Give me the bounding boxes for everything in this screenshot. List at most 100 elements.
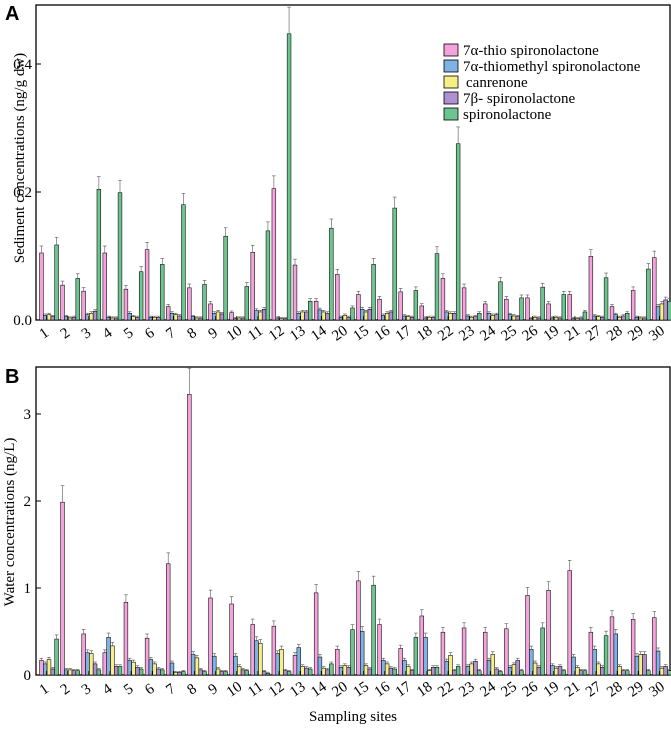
panel-a-xtick-label-13: 13 [287,323,308,345]
panel-b-bar-4-s1 [106,637,111,676]
legend-item-canrenone: canrenone [443,75,528,91]
panel-a-bar-20-s3 [346,317,351,321]
panel-a-bar-11-s2 [258,311,263,321]
panel-b-bar-3-s3 [92,663,98,676]
panel-b-bar-17-s2 [406,666,411,676]
panel-a-bar-10-s0 [229,312,234,321]
panel-a-xtick-label-4: 4 [100,325,116,343]
panel-b-xtick-label-2: 2 [58,681,73,698]
panel-a-bar-13-s3 [304,311,309,321]
legend-label-7a-thio: 7α-thio spironolactone [463,43,599,59]
panel-a-bar-7-s2 [173,314,178,321]
panel-b-bar-2-s2 [67,669,73,676]
panel-b-bar-9-s0 [208,597,213,676]
panel-a-bar-20-s0 [335,274,340,321]
panel-b-bar-23-s3 [473,661,478,676]
panel-a-bar-15-s3 [367,309,372,321]
panel-b-bar-27-s4 [603,635,609,676]
panel-b-plot-frame [35,366,671,676]
panel-a-bar-27-s4 [603,277,609,321]
panel-b-bar-14-s0 [313,592,319,676]
panel-b-bar-18-s3 [431,667,436,676]
legend-label-canrenone: canrenone [466,75,528,91]
panel-a-xtick-label-22: 22 [435,323,456,345]
panel-a-bar-27-s3 [600,317,605,321]
panel-b-bar-20-s3 [346,667,351,676]
panel-b-bar-25-s3 [515,660,520,676]
panel-a-bar-18-s2 [427,317,432,321]
panel-a-bar-17-s3 [409,317,415,321]
panel-a-xtick-label-23: 23 [456,323,477,345]
panel-a-bar-23-s0 [461,287,467,321]
panel-a-bar-6-s4 [160,264,165,321]
panel-b-bar-21-s0 [567,570,572,676]
panel-b-bar-22-s3 [452,670,457,676]
panel-a-bar-18-s0 [419,305,424,321]
panel-a-bar-3-s3 [92,311,98,321]
panel-b-bar-26-s3 [536,667,542,676]
panel-b-bar-13-s2 [300,666,305,676]
panel-b-bar-26-s4 [540,627,545,676]
panel-b-xtick-label-28: 28 [604,679,625,701]
panel-b-bar-12-s3 [283,670,288,676]
panel-a-xtick-label-25: 25 [498,323,519,345]
panel-a-bar-24-s3 [494,314,499,321]
panel-a-xtick-label-19: 19 [541,323,562,345]
panel-a-xtick-label-2: 2 [58,325,73,342]
panel-a-y-axis-label: Sediment concentrations (ng/g dw) [12,53,28,263]
panel-b-bar-7-s2 [173,672,178,676]
panel-a-bar-4-s4 [117,192,123,321]
panel-a-bar-1-s3 [50,316,55,321]
panel-a-bar-18-s3 [431,317,436,321]
panel-b-bar-13-s4 [308,668,313,676]
panel-b-xtick-label-14: 14 [308,679,330,701]
panel-b-bar-30-s3 [663,666,668,676]
panel-b-bar-13-s0 [292,655,298,676]
panel-a-bar-17-s4 [413,290,419,321]
panel-b-bar-24-s3 [494,668,499,676]
panel-b-bar-29-s0 [630,619,636,676]
panel-a-y-ticks: 0.0 0.2 0.4 [13,57,41,329]
panel-b-xtick-label-8: 8 [185,681,200,698]
panel-a-bar-4-s3 [114,317,119,321]
panel-b-bar-10-s3 [240,669,246,676]
panel-b-bar-8-s3 [198,669,203,676]
panel-a-xtick-label-5: 5 [121,325,136,342]
panel-a-ytick-label-2: 0.4 [13,57,32,73]
panel-a-bar-11-s4 [265,230,271,321]
panel-a-bar-6-s3 [156,317,161,321]
panel-b-bar-26-s0 [525,595,530,676]
panel-a-bar-16-s0 [377,298,382,321]
panel-b-bar-15-s1 [360,631,365,676]
panel-b-bar-22-s4 [455,666,461,676]
panel-a-bar-7-s3 [177,315,182,321]
panel-a-bar-30-s2 [659,303,665,321]
panel-b-bar-2-s0 [60,501,65,676]
legend-item-7a-thio-spironolactone: 7α-thio spironolactone [443,43,599,59]
panel-b-bar-4-s4 [117,666,123,676]
panel-b-bar-9-s4 [223,671,228,676]
panel-a-bar-5-s4 [138,271,144,321]
legend-item-7a-thiomethyl-spironolactone: 7α-thiomethyl spironolactone [443,59,641,75]
panel-a-bar-16-s2 [384,313,390,321]
legend-swatch-7a-thiomethyl [443,59,459,73]
panel-b-bar-11-s2 [258,643,263,676]
panel-b-xtick-label-23: 23 [456,679,477,701]
panel-a-bar-10-s3 [240,317,246,321]
panel-a-xtick-label-6: 6 [142,325,158,343]
panel-a-label: A [5,3,19,25]
panel-b-bar-17-s0 [398,648,403,676]
panel-a-xtick-label-18: 18 [414,323,435,345]
panel-b-bar-28-s4 [625,670,630,676]
panel-b-bar-10-s0 [229,603,234,676]
panel-b-bar-2-s4 [75,670,80,676]
panel-b-bar-24-s2 [490,654,495,676]
panel-b-bar-5-s3 [135,667,140,676]
panel-a-bar-8-s2 [194,317,200,321]
panel-a-bars [39,6,671,321]
panel-a-bar-19-s3 [557,317,563,321]
panel-b-xtick-label-15: 15 [351,679,372,701]
panel-a-bar-17-s2 [406,316,411,321]
panel-a-xtick-label-3: 3 [79,325,94,342]
panel-a-bar-14-s0 [313,300,319,321]
